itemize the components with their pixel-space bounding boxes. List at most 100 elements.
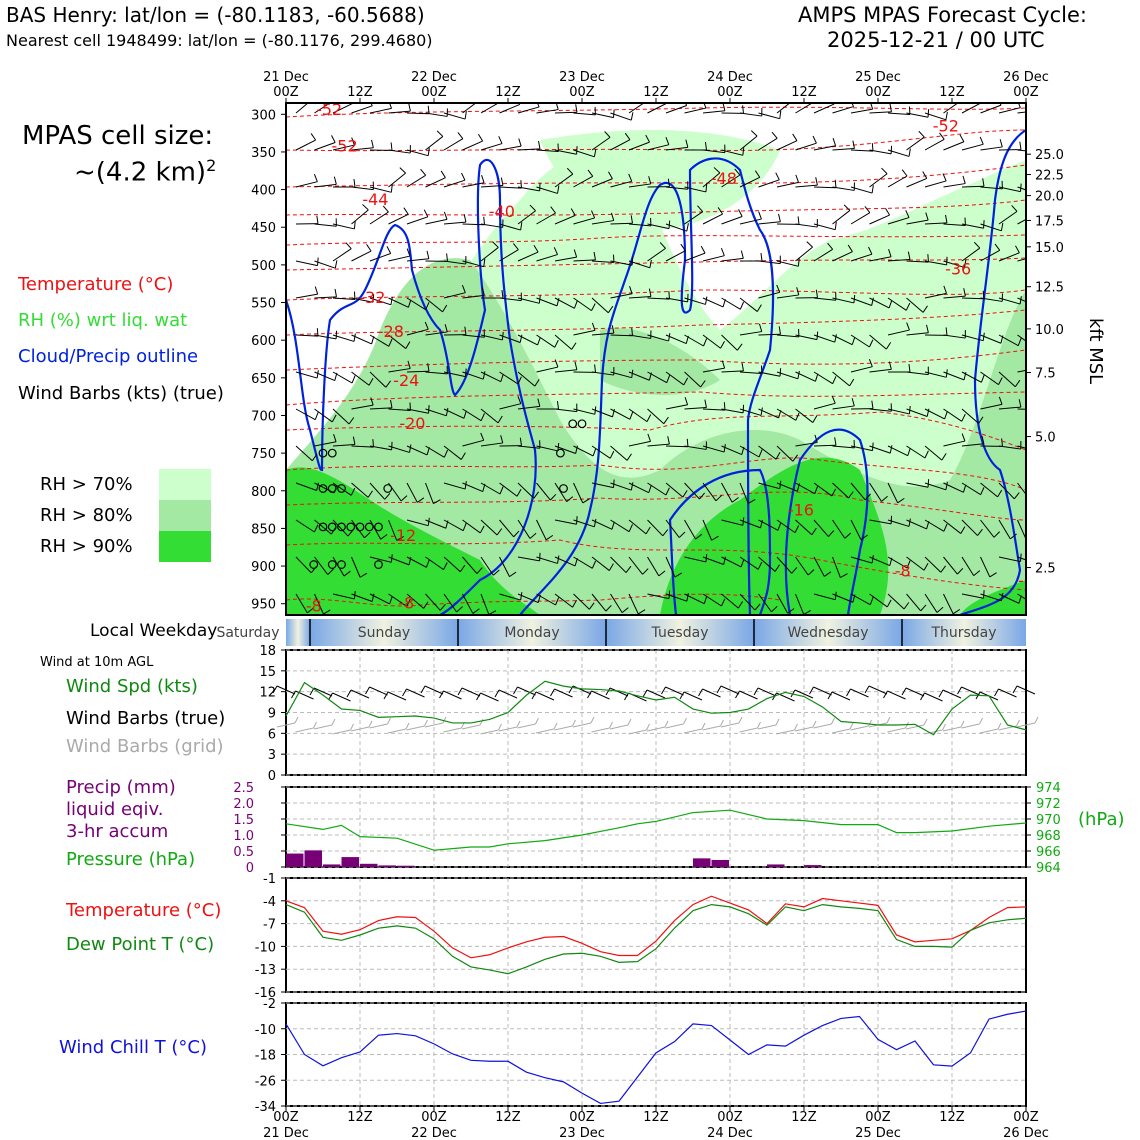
wind-barb-true-flag [957, 686, 962, 695]
wind-barb-flag [945, 111, 948, 120]
wind-barb-flag [463, 214, 467, 223]
wind-barb-grid-flag [424, 719, 428, 727]
date-label-top: 24 Dec [707, 70, 753, 85]
temperature-label: -52 [933, 116, 959, 135]
wind-barb [480, 371, 501, 383]
hour-label-top: 12Z [495, 85, 521, 100]
wind-barb-true [609, 687, 629, 697]
pressure-tick-label: 600 [251, 334, 276, 349]
wind-barb-flag [648, 176, 652, 185]
wind-barb-flag [682, 490, 688, 498]
wind-barb [961, 334, 984, 342]
wind-barb [813, 248, 833, 262]
wind-barb [536, 334, 556, 348]
wind-barb [813, 593, 836, 601]
wind-barb [536, 482, 551, 501]
wind-barb [869, 368, 892, 373]
pressure-tick-label: 450 [251, 221, 276, 236]
wind-barb-flag [983, 220, 985, 229]
wind-barb [795, 142, 817, 151]
wind-barb-true-flag [383, 691, 389, 700]
wind-barb [499, 556, 510, 577]
wind-barb-flag [906, 322, 910, 331]
cloud-outline [784, 428, 869, 615]
wind-barb-flag [594, 364, 596, 373]
wind-barb [776, 140, 798, 151]
wind-barb-flag [631, 257, 634, 266]
wind-barb [887, 175, 908, 188]
wind-barb-grid-flag [350, 723, 354, 731]
wind-barb-flag [758, 211, 762, 220]
wind-barb-flag [797, 216, 800, 225]
wind-barb-flag [313, 524, 319, 533]
wind-barb-true-flag [994, 688, 999, 697]
wind-barb-grid-flag [886, 716, 891, 724]
temperature-contour [286, 257, 1026, 271]
wind-barb-flag [629, 286, 633, 294]
wind-barb [906, 112, 929, 118]
wind-barb [1017, 111, 1026, 114]
wind-barb [665, 223, 687, 232]
wind-barb-flag [980, 487, 985, 495]
wind-barb [462, 371, 484, 380]
kft-tick-label: 25.0 [1035, 148, 1064, 163]
wind-barb [906, 260, 929, 263]
precip-marker [327, 484, 337, 493]
wind-barb-flag [464, 326, 467, 335]
wind-barb [906, 371, 929, 376]
wind-barb-flag [645, 134, 650, 143]
wind-barb-grid [961, 723, 980, 729]
wind-barb-flag [792, 454, 798, 462]
wind-barb-flag [307, 93, 313, 98]
wind-barb-flag [777, 522, 782, 531]
wind-barb [517, 405, 540, 410]
wind-barb [314, 142, 336, 151]
wind-barb [980, 297, 1003, 302]
cell-size-exponent: 2 [206, 156, 217, 175]
wind-barb-flag [756, 304, 762, 312]
wind-barb-flag [1014, 379, 1021, 388]
wind-barb-flag [323, 609, 331, 615]
cell-size-text: ~(4.2 km) [74, 157, 207, 188]
wind-barb-flag [722, 103, 726, 111]
pressure-tick-label: 968 [1036, 829, 1061, 844]
wind-barb-flag [428, 405, 430, 414]
temperature-contour [286, 539, 1026, 591]
wind-barb-flag [734, 168, 741, 176]
wind-barb [425, 136, 444, 151]
wind-barb [351, 209, 369, 225]
wind-barb [314, 260, 336, 269]
wind-barb-flag [500, 177, 504, 186]
wind-barb [369, 371, 387, 388]
wind-barb [795, 223, 818, 228]
wind-barb [924, 482, 947, 491]
wind-barb [906, 482, 929, 488]
wind-barb [739, 331, 762, 336]
wind-barb-grid [535, 728, 555, 734]
wind-barb-flag [474, 94, 480, 100]
hour-label-bottom: 12Z [643, 1110, 669, 1125]
wind-barb [906, 297, 924, 313]
wind-barb-flag [852, 140, 855, 149]
wind-barb-flag [608, 563, 614, 571]
wind-barb-flag [382, 205, 389, 213]
wind-barb-flag [483, 258, 486, 267]
wind-barb [684, 252, 706, 262]
wind-barb-flag [812, 135, 817, 144]
legend-pressure: Pressure (hPa) [66, 849, 196, 870]
wind-barb-grid [646, 726, 666, 732]
temperature-label: -28 [378, 322, 404, 341]
wind-barb [610, 112, 632, 121]
wind-barb [739, 371, 762, 375]
wind-barb-grid [813, 723, 832, 729]
wind-barb [887, 593, 905, 610]
precip-marker [327, 522, 337, 532]
hour-label-bottom: 12Z [347, 1110, 373, 1125]
precip-bar [711, 859, 729, 867]
weekday-band [310, 619, 458, 646]
wind-barb [591, 297, 609, 314]
wind-barb [776, 556, 793, 574]
wind-barb [332, 519, 349, 537]
wind-barb [665, 250, 686, 262]
wind-barb-flag [815, 289, 818, 298]
